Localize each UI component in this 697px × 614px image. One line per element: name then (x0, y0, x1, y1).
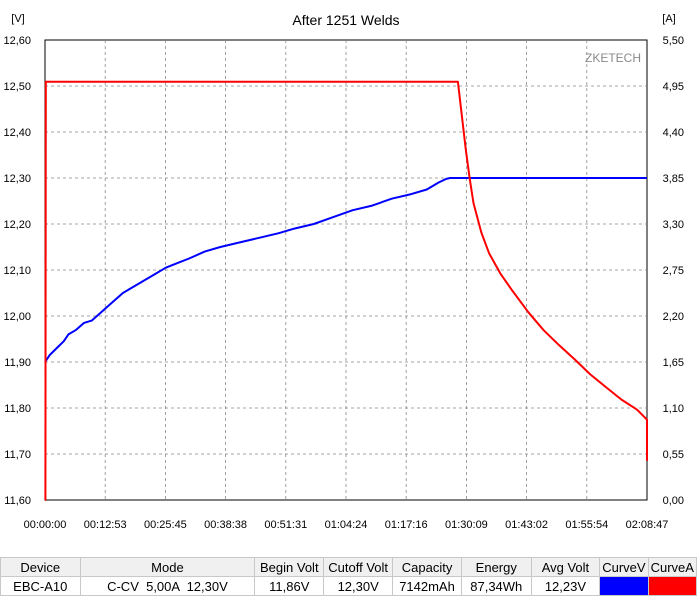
right-tick-label: 4,95 (663, 81, 684, 93)
x-tick-label: 00:38:38 (204, 519, 247, 531)
x-tick-label: 02:08:47 (626, 519, 669, 531)
x-tick-label: 01:04:24 (325, 519, 368, 531)
left-tick-label: 12,60 (3, 35, 31, 47)
header-device: Device (0, 557, 81, 577)
cell-mode: C-CV 5,00A 12,30V (79, 576, 256, 596)
left-axis-unit: [V] (11, 13, 24, 25)
x-axis-ticks: 00:00:00 00:12:53 00:25:45 00:38:38 00:51:31… (24, 519, 669, 531)
x-tick-label: 01:43:02 (505, 519, 548, 531)
left-tick-label: 12,10 (3, 265, 31, 277)
left-tick-label: 11,90 (4, 357, 31, 369)
header-curve-a: CurveA (647, 557, 697, 577)
series-line-curvea (44, 80, 648, 501)
header-mode: Mode (79, 557, 256, 577)
cell-cutoff-volt: 12,30V (323, 576, 394, 596)
x-tick-label: 01:30:09 (445, 519, 488, 531)
right-tick-label: 0,00 (663, 495, 684, 507)
x-tick-label: 00:51:31 (264, 519, 307, 531)
left-tick-label: 12,20 (3, 219, 31, 231)
right-axis-unit: [A] (662, 13, 675, 25)
cell-curve-v-swatch[interactable] (599, 576, 649, 596)
left-axis-ticks: 11,60 11,70 11,80 11,90 12,00 12,10 12,20 12,30… (3, 35, 31, 507)
chart-title: After 1251 Welds (292, 12, 399, 28)
results-table: Device Mode Begin Volt Cutoff Volt Capac… (0, 557, 697, 596)
cell-capacity: 7142mAh (392, 576, 462, 596)
header-begin-volt: Begin Volt (254, 557, 325, 577)
header-cutoff-volt: Cutoff Volt (323, 557, 394, 577)
x-tick-label: 00:00:00 (24, 519, 67, 531)
right-tick-label: 0,55 (663, 449, 684, 461)
right-tick-label: 3,30 (663, 219, 684, 231)
left-tick-label: 12,30 (3, 173, 31, 185)
right-tick-label: 1,65 (663, 357, 684, 369)
right-tick-label: 2,75 (663, 265, 684, 277)
right-tick-label: 4,40 (663, 127, 684, 139)
right-tick-label: 5,50 (663, 35, 684, 47)
right-axis-ticks: 0,00 0,55 1,10 1,65 2,20 2,75 3,30 3,85 4,40 4,95… (663, 35, 684, 507)
series-layer (44, 80, 648, 501)
header-energy: Energy (460, 557, 532, 577)
x-tick-label: 01:55:54 (565, 519, 608, 531)
left-tick-label: 12,50 (3, 81, 31, 93)
series-line-curvev (44, 177, 647, 363)
chart: After 1251 Welds [V] [A] 11,60 11,70 11,80… (3, 12, 684, 531)
grid (45, 40, 647, 500)
table-header-row: Device Mode Begin Volt Cutoff Volt Capac… (0, 557, 697, 577)
cell-avg-volt: 12,23V (530, 576, 601, 596)
cell-energy: 87,34Wh (460, 576, 532, 596)
right-tick-label: 2,20 (663, 311, 684, 323)
watermark: ZKETECH (585, 51, 641, 65)
left-tick-label: 12,40 (3, 127, 31, 139)
header-curve-v: CurveV (599, 557, 649, 577)
left-tick-label: 11,70 (4, 449, 31, 461)
cell-device: EBC-A10 (0, 576, 81, 596)
cell-curve-a-swatch[interactable] (647, 576, 697, 596)
header-avg-volt: Avg Volt (530, 557, 601, 577)
x-tick-label: 01:17:16 (385, 519, 428, 531)
x-tick-label: 00:25:45 (144, 519, 187, 531)
right-tick-label: 3,85 (663, 173, 684, 185)
curve-a-color-swatch[interactable] (649, 577, 696, 595)
cell-begin-volt: 11,86V (254, 576, 325, 596)
table-row: EBC-A10 C-CV 5,00A 12,30V 11,86V 12,30V … (0, 576, 697, 596)
header-capacity: Capacity (392, 557, 462, 577)
left-tick-label: 11,60 (4, 495, 31, 507)
curve-v-color-swatch[interactable] (600, 577, 648, 595)
left-tick-label: 12,00 (3, 311, 31, 323)
left-tick-label: 11,80 (4, 403, 31, 415)
right-tick-label: 1,10 (663, 403, 684, 415)
x-tick-label: 00:12:53 (84, 519, 127, 531)
